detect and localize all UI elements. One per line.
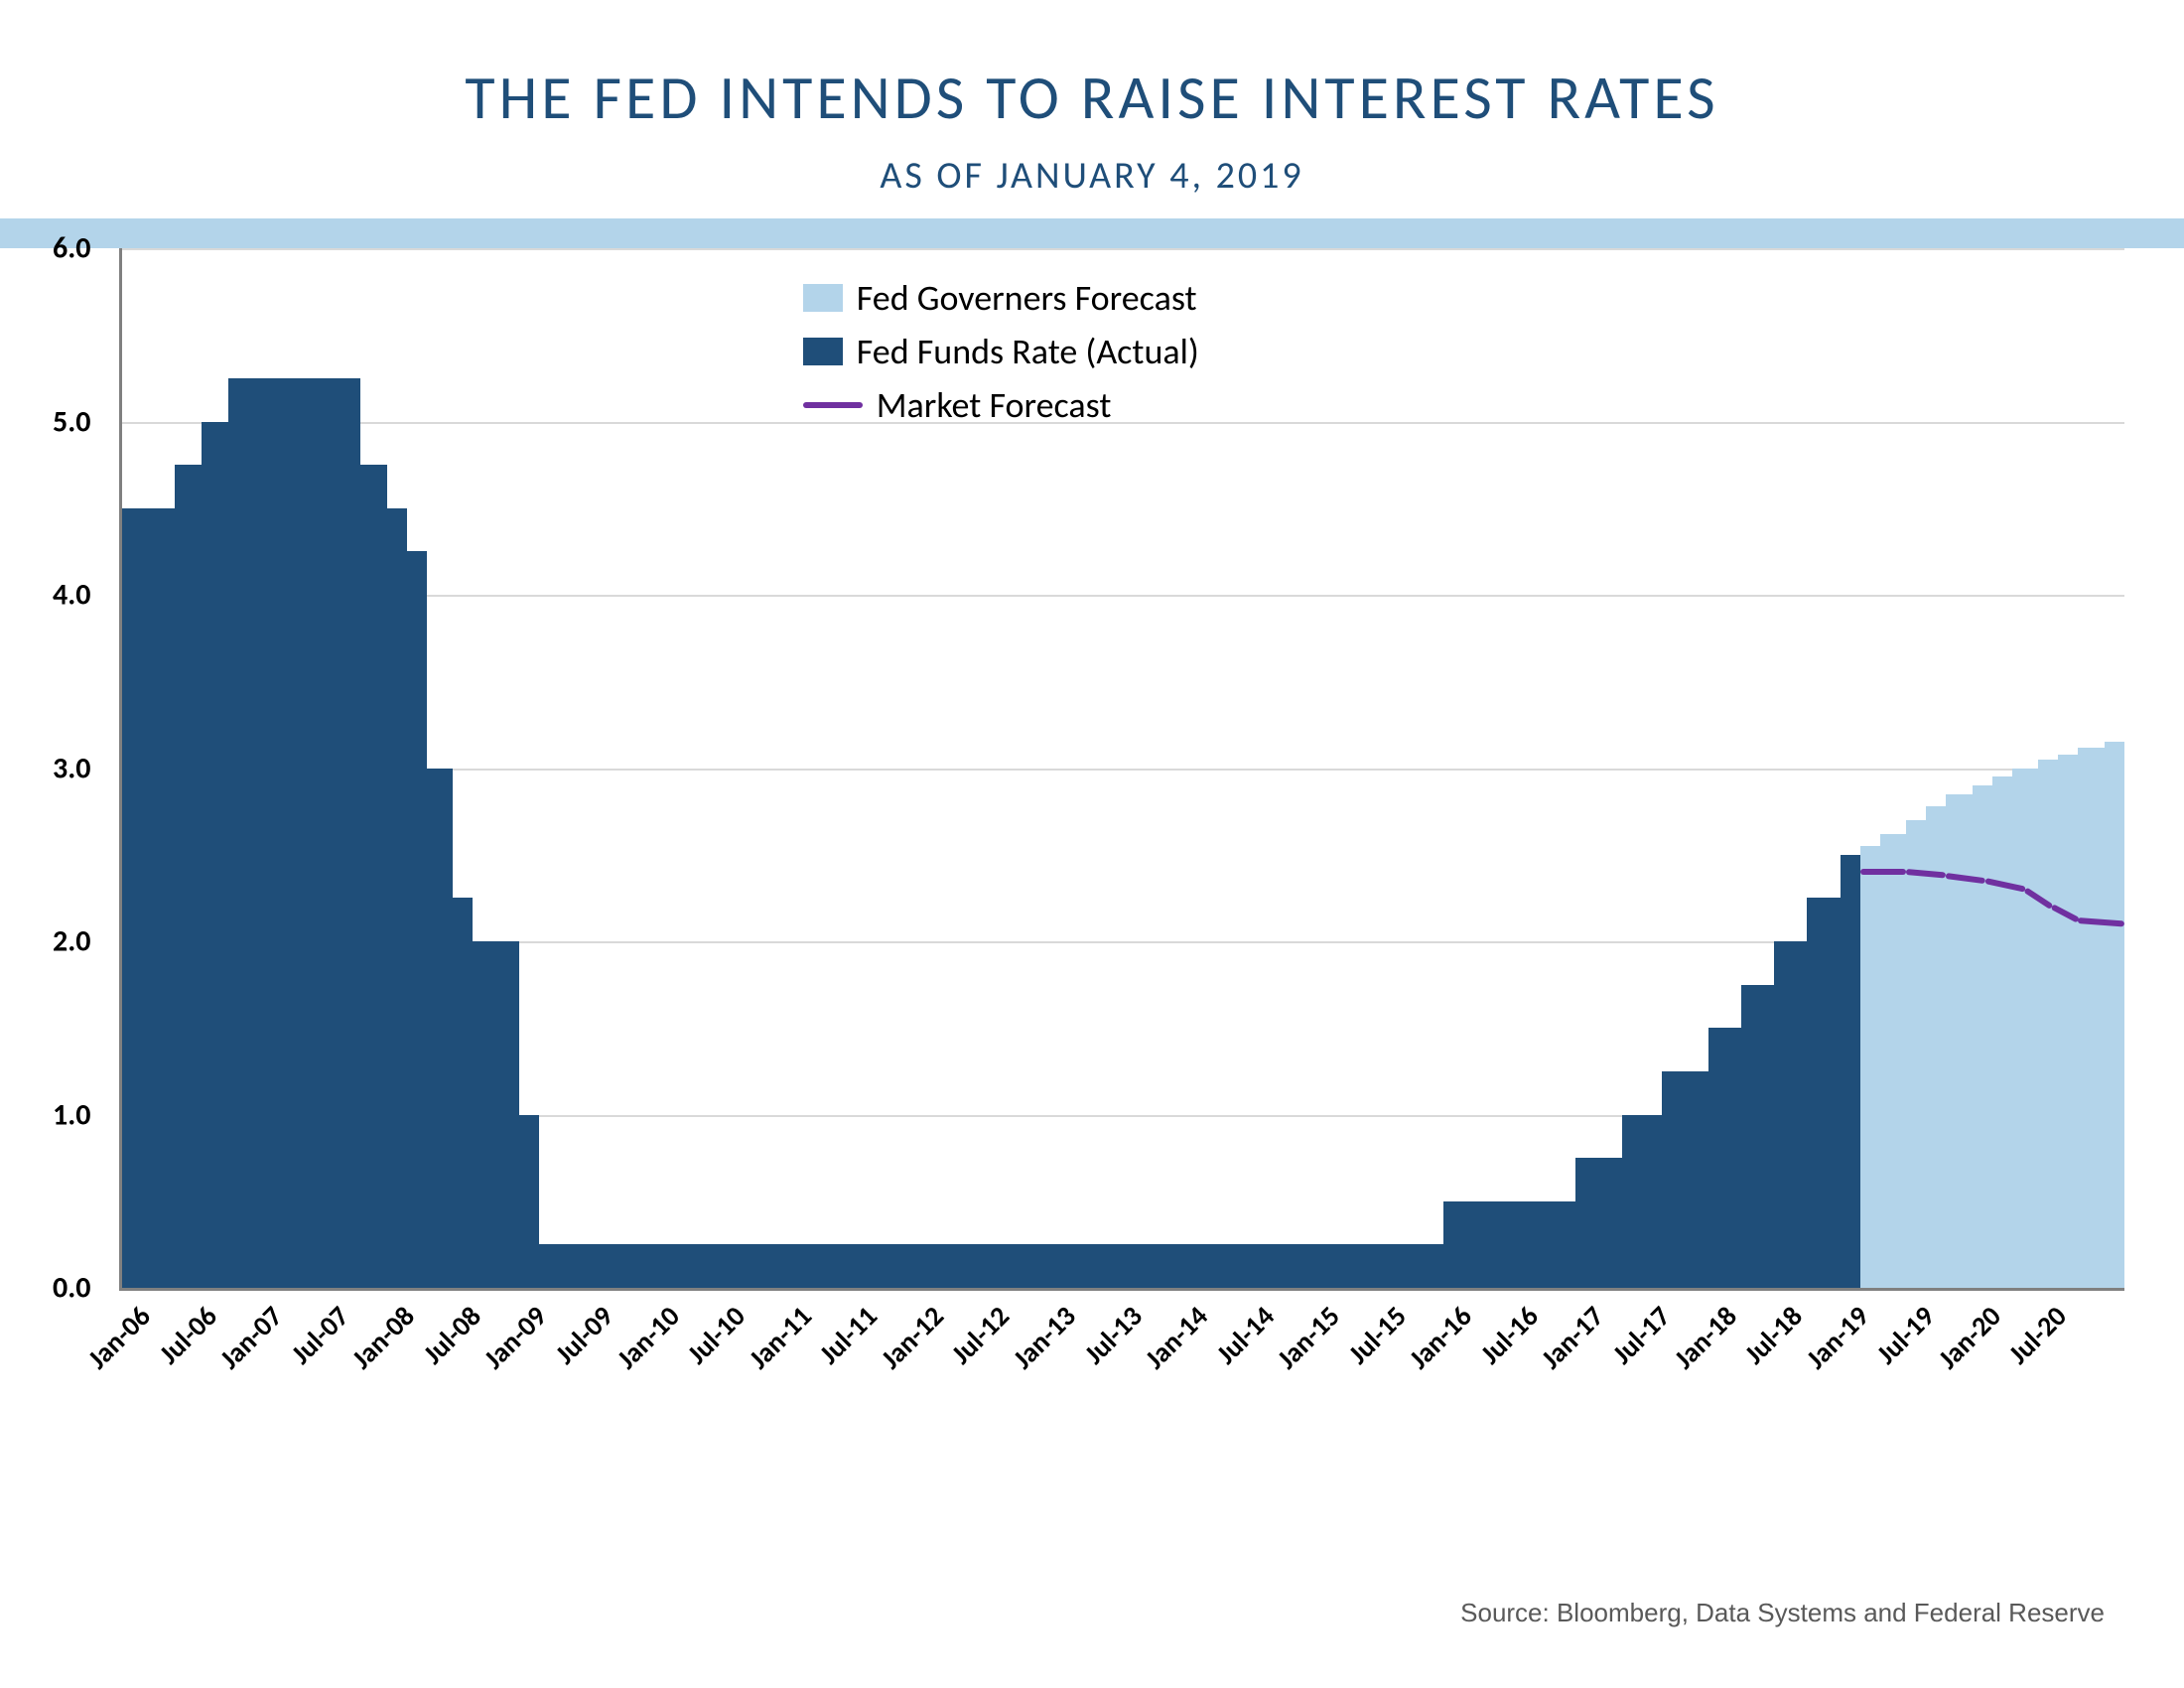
chart-bar-actual <box>175 465 202 1288</box>
header-accent-bar <box>0 218 2184 248</box>
chart-bar-forecast <box>1992 776 2012 1288</box>
chart-x-tick-label: Jan-19 <box>1799 1299 1876 1376</box>
chart-x-tick-label: Jul-16 <box>1473 1299 1546 1371</box>
chart-bar-actual <box>228 378 361 1288</box>
page-title: THE FED INTENDS TO RAISE INTEREST RATES <box>0 0 2184 135</box>
chart-bar-actual <box>426 769 453 1289</box>
legend-item-forecast: Fed Governers Forecast <box>803 276 1199 320</box>
chart-bar-forecast <box>2105 742 2124 1288</box>
chart-plot-area: Fed Governers Forecast Fed Funds Rate (A… <box>119 248 2124 1291</box>
chart-y-tick-label: 3.0 <box>53 750 90 786</box>
chart-bar-actual <box>1774 941 1808 1288</box>
chart-y-tick-label: 4.0 <box>53 577 90 614</box>
legend-swatch-market <box>803 402 863 408</box>
chart-gridline <box>122 422 2124 424</box>
chart-x-tick-label: Jan-15 <box>1270 1299 1347 1376</box>
legend-label-actual: Fed Funds Rate (Actual) <box>857 330 1199 373</box>
chart-x-tick-label: Jan-08 <box>344 1299 422 1376</box>
chart-bar-actual <box>473 941 519 1288</box>
legend-swatch-forecast <box>803 284 843 312</box>
chart-y-tick-label: 2.0 <box>53 923 90 960</box>
chart-source: Source: Bloomberg, Data Systems and Fede… <box>1460 1598 2105 1628</box>
chart-x-tick-label: Jul-17 <box>1605 1299 1678 1371</box>
legend-item-market: Market Forecast <box>803 383 1199 427</box>
chart-bar-actual <box>202 422 228 1289</box>
chart-x-tick-label: Jul-19 <box>1869 1299 1942 1371</box>
chart-y-tick-label: 0.0 <box>53 1270 90 1307</box>
legend-swatch-actual <box>803 338 843 365</box>
chart-y-tick-label: 5.0 <box>53 403 90 440</box>
chart-x-tick-label: Jul-09 <box>548 1299 620 1371</box>
legend-label-market: Market Forecast <box>877 383 1112 427</box>
chart-x-axis-labels: Jan-06Jul-06Jan-07Jul-07Jan-08Jul-08Jan-… <box>119 1299 2124 1428</box>
chart-x-tick-label: Jul-12 <box>944 1299 1017 1371</box>
chart-bar-forecast <box>2038 760 2058 1288</box>
chart-bar-forecast <box>1946 794 1973 1288</box>
chart-container: Fed Governers Forecast Fed Funds Rate (A… <box>119 248 2124 1428</box>
chart-x-tick-label: Jan-10 <box>609 1299 686 1376</box>
chart-x-tick-label: Jan-06 <box>80 1299 158 1376</box>
chart-bar-forecast <box>1906 820 1926 1288</box>
chart-bar-actual <box>122 508 176 1288</box>
chart-bar-actual <box>406 551 426 1288</box>
legend-label-forecast: Fed Governers Forecast <box>857 276 1197 320</box>
chart-bar-actual <box>1841 855 1860 1288</box>
chart-bar-actual <box>1807 898 1841 1288</box>
chart-bar-actual <box>1708 1028 1742 1288</box>
chart-y-tick-label: 1.0 <box>53 1096 90 1133</box>
page-subtitle: AS OF JANUARY 4, 2019 <box>0 135 2184 218</box>
chart-bar-forecast <box>2078 748 2105 1288</box>
chart-bar-actual <box>453 898 473 1288</box>
chart-bar-actual <box>1741 985 1775 1288</box>
chart-bar-forecast <box>2012 769 2039 1289</box>
chart-x-tick-label: Jul-14 <box>1208 1299 1281 1371</box>
chart-x-tick-label: Jul-06 <box>151 1299 223 1371</box>
legend-item-actual: Fed Funds Rate (Actual) <box>803 330 1199 373</box>
chart-x-tick-label: Jan-16 <box>1402 1299 1479 1376</box>
chart-bar-actual <box>360 465 387 1288</box>
chart-x-tick-label: Jul-10 <box>680 1299 752 1371</box>
chart-bar-actual <box>1575 1158 1622 1288</box>
chart-bar-forecast <box>1880 834 1907 1288</box>
chart-x-tick-label: Jan-11 <box>742 1299 819 1376</box>
chart-x-tick-label: Jan-14 <box>1138 1299 1215 1376</box>
chart-bar-actual <box>1662 1071 1708 1288</box>
chart-x-tick-label: Jan-09 <box>477 1299 554 1376</box>
chart-y-tick-label: 6.0 <box>53 230 90 267</box>
chart-bar-forecast <box>1926 806 1946 1288</box>
chart-bar-actual <box>1622 1115 1662 1289</box>
chart-bar-forecast <box>2058 755 2078 1288</box>
chart-bar-actual <box>518 1115 538 1289</box>
chart-x-tick-label: Jan-20 <box>1931 1299 2008 1376</box>
chart-x-tick-label: Jan-18 <box>1667 1299 1744 1376</box>
chart-x-tick-label: Jan-07 <box>212 1299 290 1376</box>
chart-x-tick-label: Jan-12 <box>874 1299 951 1376</box>
chart-x-tick-label: Jul-15 <box>1341 1299 1414 1371</box>
chart-x-tick-label: Jul-13 <box>1076 1299 1149 1371</box>
chart-gridline <box>122 248 2124 250</box>
chart-bar-forecast <box>1973 785 1992 1288</box>
chart-x-tick-label: Jul-20 <box>2001 1299 2074 1371</box>
chart-x-tick-label: Jan-13 <box>1006 1299 1083 1376</box>
chart-x-tick-label: Jul-18 <box>1737 1299 1810 1371</box>
chart-bar-actual <box>1443 1201 1576 1288</box>
chart-x-tick-label: Jul-07 <box>284 1299 356 1371</box>
chart-bar-actual <box>386 508 406 1288</box>
chart-market-line-segment <box>1860 869 1907 875</box>
chart-x-tick-label: Jan-17 <box>1534 1299 1611 1376</box>
chart-x-tick-label: Jul-08 <box>416 1299 488 1371</box>
chart-bar-forecast <box>1860 846 1880 1288</box>
chart-bar-actual <box>538 1244 1443 1288</box>
chart-legend: Fed Governers Forecast Fed Funds Rate (A… <box>803 276 1199 437</box>
chart-x-tick-label: Jul-11 <box>812 1299 885 1371</box>
